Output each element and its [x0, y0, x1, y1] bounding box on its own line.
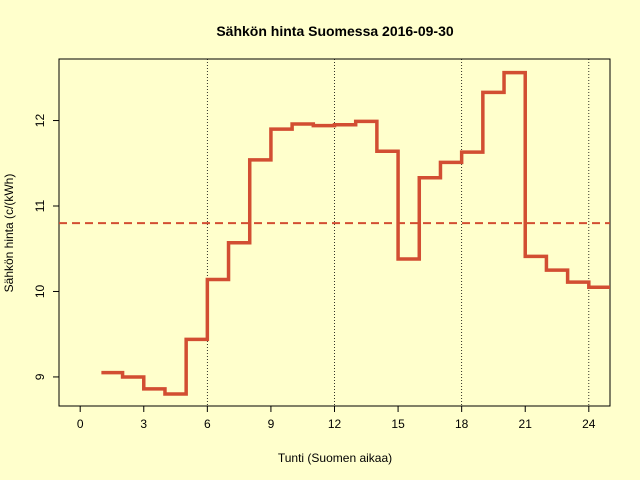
price-step-line: [101, 70, 610, 396]
y-axis-label: Sähkön hinta (c/(kWh): [2, 174, 16, 293]
y-tick-label-11: 11: [33, 199, 47, 212]
x-tick-label-18: 18: [455, 417, 469, 431]
y-tick-label-12: 12: [33, 114, 47, 128]
vertical-reference-lines: [206, 59, 590, 406]
price-series: [101, 70, 610, 396]
x-tick-label-9: 9: [268, 417, 275, 431]
y-tick-label-10: 10: [33, 284, 47, 298]
x-tick-label-6: 6: [204, 417, 211, 431]
x-axis: 0 3 6 9 12 15 18 21 24: [77, 406, 596, 431]
y-tick-label-9: 9: [33, 373, 47, 380]
y-axis: 9 10 11 12: [33, 114, 59, 380]
x-tick-label-15: 15: [391, 417, 405, 431]
x-tick-label-3: 3: [140, 417, 147, 431]
x-tick-label-12: 12: [328, 417, 342, 431]
chart-title: Sähkön hinta Suomessa 2016-09-30: [216, 23, 454, 39]
x-axis-label: Tunti (Suomen aikaa): [278, 451, 392, 465]
x-tick-label-21: 21: [519, 417, 533, 431]
x-tick-label-24: 24: [582, 417, 596, 431]
x-tick-label-0: 0: [77, 417, 84, 431]
